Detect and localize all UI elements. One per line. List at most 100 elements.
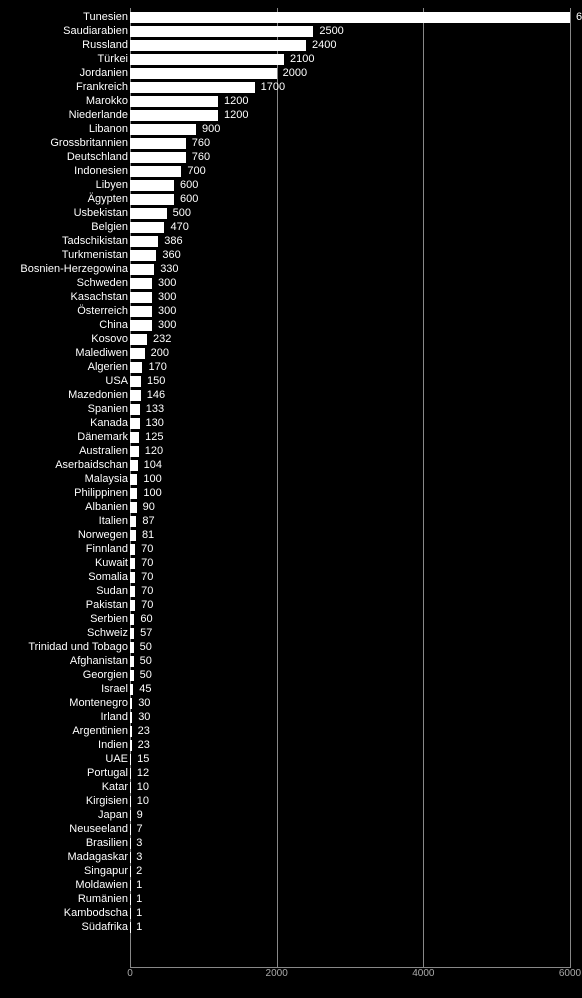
category-label: Australien <box>79 444 128 458</box>
bar-row: Madagaskar 3 <box>0 850 582 864</box>
value-label: 2400 <box>312 38 336 52</box>
bar-row: Rumänien1 <box>0 892 582 906</box>
value-label: 600 <box>180 192 198 206</box>
bar-row: Russland 2400 <box>0 38 582 52</box>
bar-row: Tadschikistan386 <box>0 234 582 248</box>
bar <box>130 278 152 289</box>
bar-row: Schweden300 <box>0 276 582 290</box>
category-label: Argentinien <box>72 724 128 738</box>
bar <box>130 222 164 233</box>
bar <box>130 530 136 541</box>
bar <box>130 558 135 569</box>
bar <box>130 544 135 555</box>
bar-row: Mazedonien146 <box>0 388 582 402</box>
bar-row: Somalia70 <box>0 570 582 584</box>
bar-row: Tunesien6000 <box>0 10 582 24</box>
category-label: Bosnien-Herzegowina <box>20 262 128 276</box>
category-label: Tunesien <box>83 10 128 24</box>
value-label: 104 <box>144 458 162 472</box>
value-label: 45 <box>139 682 151 696</box>
category-label: Kosovo <box>91 332 128 346</box>
value-label: 3 <box>136 850 142 864</box>
bar <box>130 488 137 499</box>
x-tick-label: 6000 <box>559 968 581 979</box>
category-label: USA <box>105 374 128 388</box>
value-label: 900 <box>202 122 220 136</box>
category-label: Indien <box>98 738 128 752</box>
value-label: 500 <box>173 206 191 220</box>
bar <box>130 712 132 723</box>
value-label: 760 <box>192 150 210 164</box>
bar-row: Libyen600 <box>0 178 582 192</box>
value-label: 10 <box>137 794 149 808</box>
category-label: Libyen <box>96 178 128 192</box>
value-label: 200 <box>151 346 169 360</box>
category-label: Usbekistan <box>74 206 128 220</box>
bar <box>130 110 218 121</box>
bar-row: Bosnien-Herzegowina330 <box>0 262 582 276</box>
bar-row: Finnland70 <box>0 542 582 556</box>
bar-row: Albanien90 <box>0 500 582 514</box>
category-label: Madagaskar <box>67 850 128 864</box>
bar <box>130 54 284 65</box>
bar-row: Montenegro30 <box>0 696 582 710</box>
bar-row: Saudiarabien2500 <box>0 24 582 38</box>
value-label: 125 <box>145 430 163 444</box>
bar <box>130 782 131 793</box>
category-label: Singapur <box>84 864 128 878</box>
category-label: Deutschland <box>67 150 128 164</box>
category-label: Italien <box>99 514 128 528</box>
bar <box>130 390 141 401</box>
bar-row: Turkmenistan360 <box>0 248 582 262</box>
category-label: Marokko <box>86 94 128 108</box>
category-label: Malediwen <box>75 346 128 360</box>
value-label: 10 <box>137 780 149 794</box>
category-label: Kirgisien <box>86 794 128 808</box>
bar <box>130 852 131 863</box>
bar-row: Pakistan70 <box>0 598 582 612</box>
category-label: Jordanien <box>80 66 128 80</box>
category-label: Israel <box>101 682 128 696</box>
category-label: Aserbaidschan <box>55 458 128 472</box>
value-label: 30 <box>138 696 150 710</box>
bar-row: Philippinen100 <box>0 486 582 500</box>
bar <box>130 642 134 653</box>
bar-row: Afghanistan50 <box>0 654 582 668</box>
value-label: 87 <box>142 514 154 528</box>
bar-row: Algerien170 <box>0 360 582 374</box>
category-label: Dänemark <box>77 430 128 444</box>
value-label: 50 <box>140 668 152 682</box>
category-label: Turkmenistan <box>62 248 128 262</box>
bar-row: Malediwen 200 <box>0 346 582 360</box>
category-label: Schweden <box>77 276 128 290</box>
category-label: Kambodscha <box>64 906 128 920</box>
bar-row: Israel 45 <box>0 682 582 696</box>
bar-row: Indien 23 <box>0 738 582 752</box>
value-label: 7 <box>137 822 143 836</box>
category-label: Serbien <box>90 612 128 626</box>
value-label: 1200 <box>224 108 248 122</box>
value-label: 2000 <box>283 66 307 80</box>
category-label: Brasilien <box>86 836 128 850</box>
bar-row: Malaysia100 <box>0 472 582 486</box>
category-label: Russland <box>82 38 128 52</box>
bar-row: Trinidad und Tobago50 <box>0 640 582 654</box>
category-label: Irland <box>100 710 128 724</box>
value-label: 50 <box>140 654 152 668</box>
value-label: 120 <box>145 444 163 458</box>
bar-row: Usbekistan 500 <box>0 206 582 220</box>
category-label: Österreich <box>77 304 128 318</box>
bar <box>130 684 133 695</box>
value-label: 30 <box>138 710 150 724</box>
value-label: 23 <box>138 738 150 752</box>
value-label: 81 <box>142 528 154 542</box>
value-label: 2 <box>136 864 142 878</box>
bar-row: Australien 120 <box>0 444 582 458</box>
bar <box>130 908 131 919</box>
value-label: 386 <box>164 234 182 248</box>
bar-row: Neuseeland 7 <box>0 822 582 836</box>
bar-row: Argentinien23 <box>0 724 582 738</box>
category-label: Neuseeland <box>69 822 128 836</box>
value-label: 146 <box>147 388 165 402</box>
value-label: 70 <box>141 556 153 570</box>
